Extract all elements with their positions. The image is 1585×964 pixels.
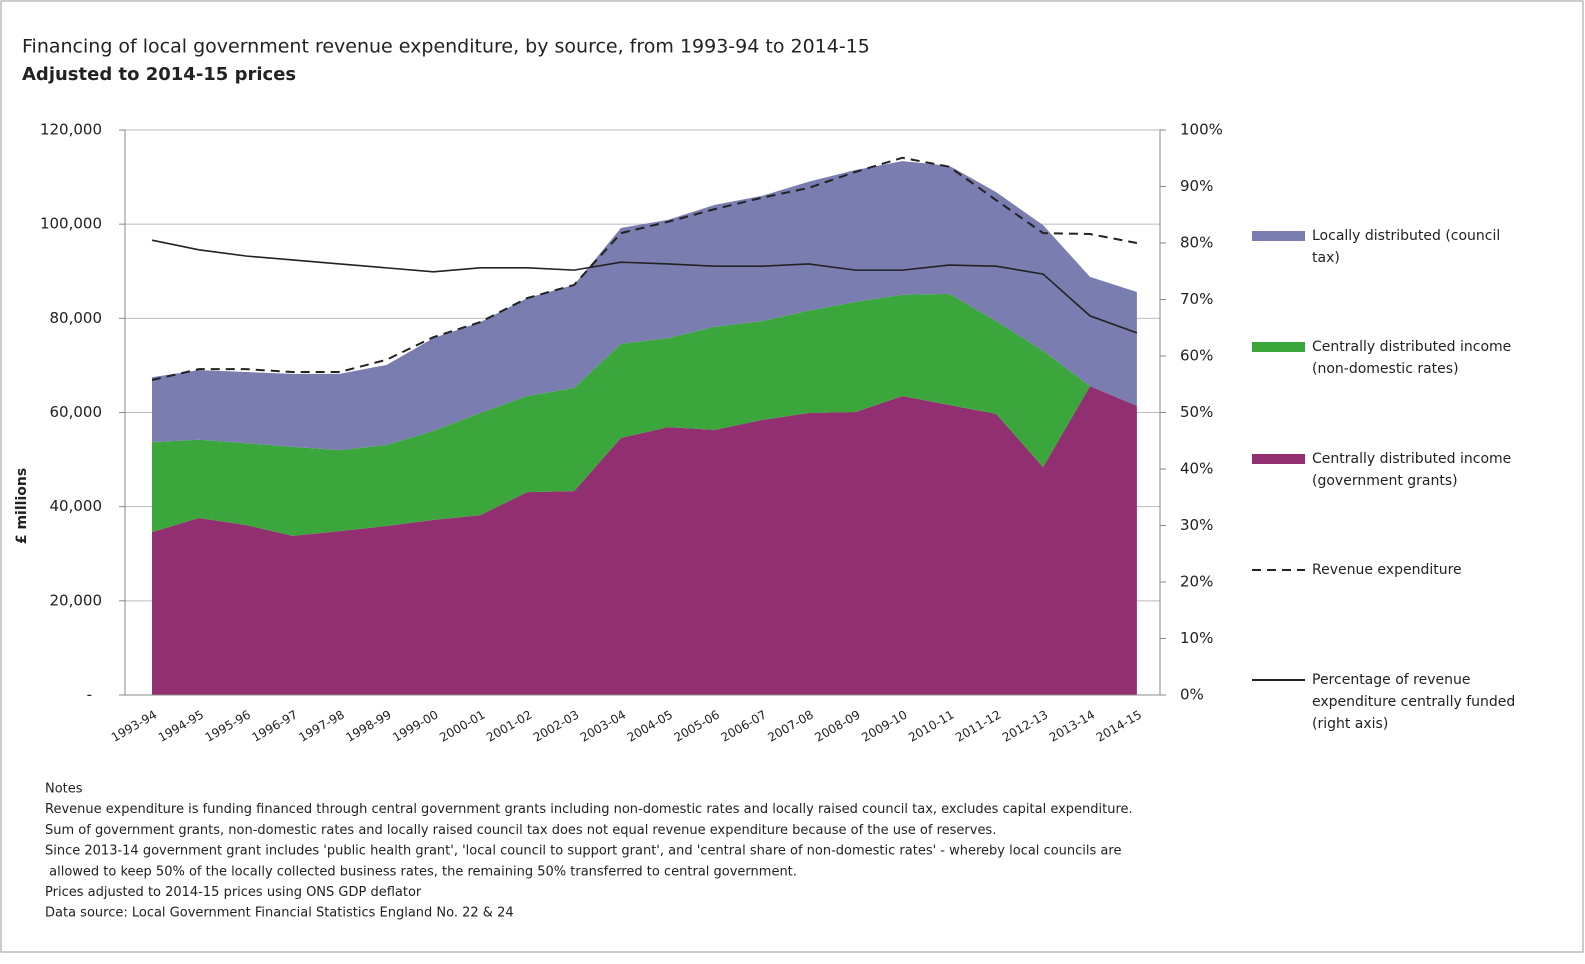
x-tick-label: 1998-99 <box>343 708 393 745</box>
y2-tick-label: 40% <box>1180 460 1213 478</box>
x-tick-label: 1996-97 <box>250 708 300 745</box>
x-tick-label: 2012-13 <box>1000 708 1050 745</box>
area <box>152 293 1137 536</box>
note: Notes <box>45 782 83 797</box>
chart-title: Financing of local government revenue ex… <box>22 36 870 58</box>
y-tick-label: 100,000 <box>40 215 102 233</box>
y2-tick-label: 70% <box>1180 290 1213 308</box>
y2-tick-label: 80% <box>1180 234 1213 252</box>
x-tick-label: 1994-95 <box>156 708 206 745</box>
x-tick-label: 1993-94 <box>109 708 159 745</box>
y2-tick-label: 30% <box>1180 516 1213 534</box>
area <box>152 386 1137 695</box>
x-tick-label: 2013-14 <box>1047 708 1097 745</box>
x-tick-label: 2004-05 <box>625 708 675 745</box>
legend-label: Percentage of revenue expenditure centra… <box>1312 672 1516 732</box>
y2-tick-label: 50% <box>1180 403 1213 421</box>
x-tick-label: 1999-00 <box>390 708 440 745</box>
y-tick-label: 40,000 <box>50 497 103 515</box>
x-tick-label: 2010-11 <box>906 708 956 745</box>
y2-tick-label: 0% <box>1180 686 1204 704</box>
legend-swatch <box>1252 454 1305 464</box>
y-tick-label: 120,000 <box>40 121 102 139</box>
legend-swatch <box>1252 231 1305 241</box>
x-tick-label: 2008-09 <box>812 708 862 745</box>
legend-label: Centrally distributed income (non-domest… <box>1312 339 1512 377</box>
x-tick-label: 2009-10 <box>859 708 909 745</box>
x-tick-label: 2011-12 <box>953 708 1003 745</box>
y-axis-label: £ millions <box>14 468 30 544</box>
y2-tick-label: 100% <box>1180 121 1223 139</box>
x-tick-label: 2003-04 <box>578 708 628 745</box>
note: Prices adjusted to 2014-15 prices using … <box>45 885 422 900</box>
y2-tick-label: 90% <box>1180 177 1213 195</box>
x-tick-label: 2005-06 <box>672 708 722 745</box>
line <box>151 239 1138 334</box>
x-tick-label: 2007-08 <box>765 708 815 745</box>
x-tick-label: 2006-07 <box>719 708 769 745</box>
note: allowed to keep 50% of the locally colle… <box>45 864 797 879</box>
y2-tick-label: 20% <box>1180 573 1213 591</box>
x-tick-label: 2002-03 <box>531 708 581 745</box>
x-tick-label: 2000-01 <box>437 708 487 745</box>
x-tick-label: 1995-96 <box>203 708 253 745</box>
note: Revenue expenditure is funding financed … <box>45 802 1133 817</box>
x-tick-label: 2001-02 <box>484 708 534 745</box>
note: Sum of government grants, non-domestic r… <box>45 823 996 838</box>
note: Data source: Local Government Financial … <box>45 906 514 921</box>
legend-label: Revenue expenditure <box>1312 562 1462 578</box>
y-tick-label: 20,000 <box>50 591 103 609</box>
y2-tick-label: 60% <box>1180 347 1213 365</box>
area <box>152 161 1137 451</box>
legend-label: Locally distributed (council tax) <box>1312 228 1501 266</box>
y-tick-label: 60,000 <box>50 403 103 421</box>
chart-subtitle: Adjusted to 2014-15 prices <box>22 64 296 85</box>
y-tick-label: 80,000 <box>50 309 103 327</box>
x-tick-label: 2014-15 <box>1094 708 1144 745</box>
legend-swatch <box>1252 342 1305 352</box>
legend-label: Centrally distributed income (government… <box>1312 451 1512 489</box>
note: Since 2013-14 government grant includes … <box>45 844 1121 859</box>
y2-tick-label: 10% <box>1180 629 1213 647</box>
y-tick-label: - <box>87 686 92 704</box>
x-tick-label: 1997-98 <box>296 708 346 745</box>
line <box>151 156 1138 381</box>
